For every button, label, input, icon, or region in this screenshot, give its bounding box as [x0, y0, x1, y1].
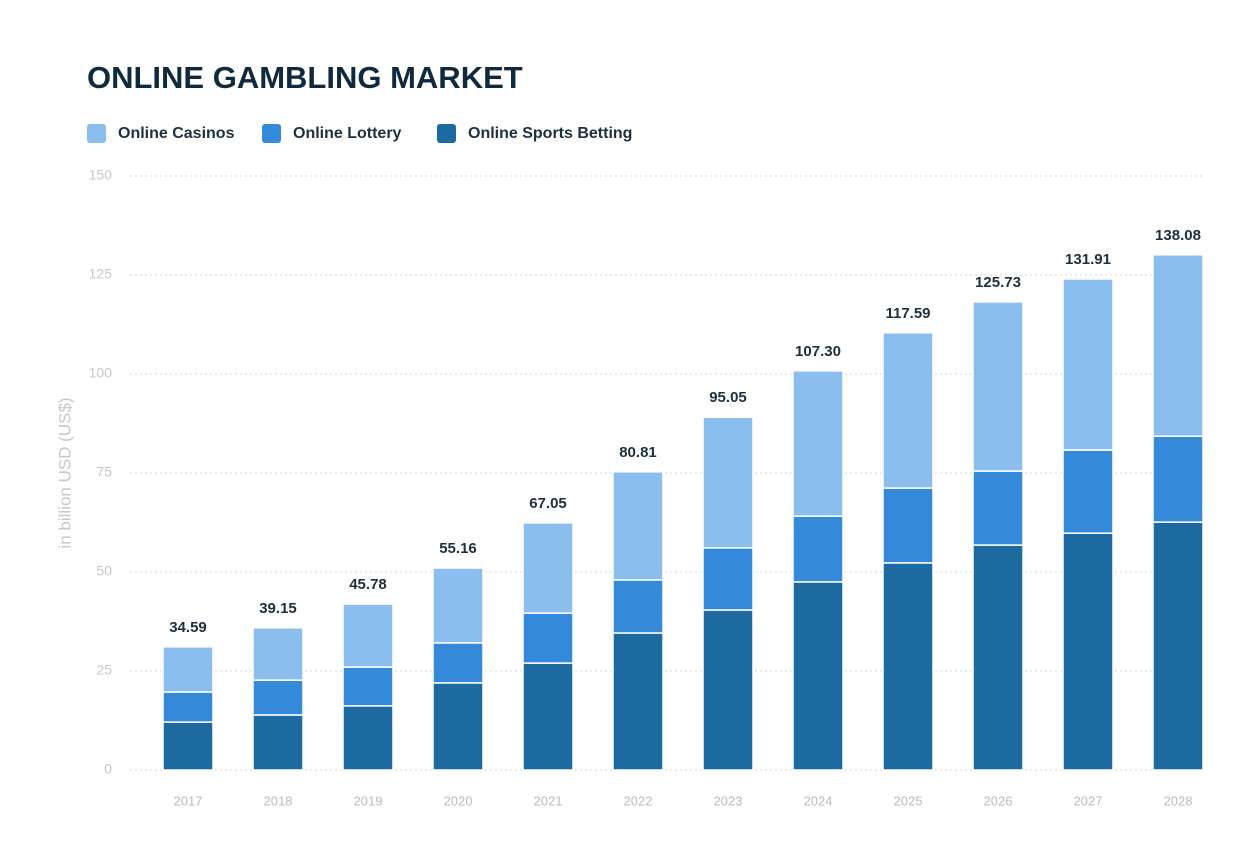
bar-segment — [702, 609, 754, 771]
x-tick-label: 2025 — [894, 793, 923, 808]
x-tick-label: 2024 — [804, 793, 833, 808]
bar-segment — [432, 642, 484, 684]
y-tick-label: 25 — [96, 662, 112, 678]
bar-segment — [612, 632, 664, 771]
bar-segment — [1152, 254, 1204, 437]
y-tick-label: 100 — [89, 365, 113, 381]
bar-segment — [342, 666, 394, 707]
bar-segment — [882, 487, 934, 564]
bar-segment — [1152, 435, 1204, 523]
bar-segment — [882, 562, 934, 771]
bar-segment — [252, 679, 304, 716]
y-tick-label: 50 — [96, 563, 112, 579]
y-tick-label: 125 — [89, 266, 113, 282]
bar-segment — [432, 567, 484, 644]
y-tick-label: 0 — [104, 761, 112, 777]
bar-segment — [162, 691, 214, 723]
x-tick-label: 2020 — [444, 793, 473, 808]
legend-swatch — [87, 124, 106, 143]
bar-segment — [162, 721, 214, 771]
legend-swatch — [262, 124, 281, 143]
bar-segment — [882, 332, 934, 489]
total-label: 80.81 — [619, 444, 657, 461]
bar-segment — [522, 612, 574, 664]
bar-segment — [1062, 532, 1114, 771]
total-label: 39.15 — [259, 600, 297, 617]
bar-segment — [1062, 278, 1114, 451]
bar-segment — [702, 547, 754, 611]
bar-segment — [792, 515, 844, 583]
total-label: 117.59 — [885, 305, 930, 322]
x-tick-label: 2022 — [624, 793, 653, 808]
total-label: 55.16 — [439, 540, 477, 557]
x-tick-label: 2019 — [354, 793, 383, 808]
x-tick-label: 2028 — [1164, 793, 1193, 808]
bar-segment — [972, 544, 1024, 771]
x-tick-label: 2027 — [1074, 793, 1103, 808]
bar-segment — [162, 646, 214, 693]
x-tick-label: 2017 — [174, 793, 203, 808]
x-tick-label: 2021 — [534, 793, 563, 808]
legend-label: Online Casinos — [118, 125, 235, 142]
bar-segment — [792, 581, 844, 771]
bar-segment — [702, 416, 754, 549]
legend-label: Online Sports Betting — [468, 125, 632, 142]
chart-title: ONLINE GAMBLING MARKET — [87, 60, 523, 95]
bar-segment — [252, 714, 304, 771]
x-tick-label: 2026 — [984, 793, 1013, 808]
bar-segment — [972, 301, 1024, 472]
x-tick-label: 2023 — [714, 793, 743, 808]
total-label: 67.05 — [529, 495, 567, 512]
bar-segment — [1152, 521, 1204, 771]
legend-swatch — [437, 124, 456, 143]
total-label: 45.78 — [349, 576, 387, 593]
bar-segment — [792, 370, 844, 517]
total-label: 125.73 — [975, 274, 1021, 291]
total-label: 131.91 — [1065, 251, 1111, 268]
total-label: 34.59 — [169, 619, 207, 636]
total-label: 138.08 — [1155, 227, 1201, 244]
bar-segment — [972, 470, 1024, 546]
bar-segment — [342, 603, 394, 668]
bar-segment — [612, 471, 664, 581]
total-label: 95.05 — [709, 389, 747, 406]
legend-label: Online Lottery — [293, 125, 402, 142]
bar-segment — [1062, 449, 1114, 534]
y-tick-label: 150 — [89, 167, 113, 183]
y-axis-label: in billion USD (US$) — [55, 397, 74, 548]
y-tick-label: 75 — [96, 464, 112, 480]
bar-segment — [342, 705, 394, 771]
bar-segment — [432, 682, 484, 771]
total-label: 107.30 — [795, 343, 841, 360]
bar-segment — [252, 627, 304, 681]
bar-segment — [522, 522, 574, 614]
bar-segment — [612, 579, 664, 634]
x-tick-label: 2018 — [264, 793, 293, 808]
bar-segment — [522, 662, 574, 771]
